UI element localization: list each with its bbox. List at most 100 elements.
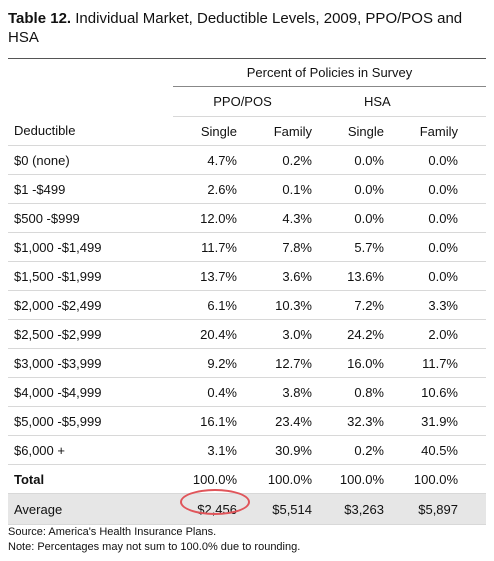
row-label: $2,000 -$2,499 [8,290,173,320]
data-table: Percent of Policies in Survey PPO/POS HS… [8,58,486,525]
cell: 2.6% [173,174,237,204]
group-header: HSA [312,86,486,117]
row-label: Deductible [8,116,173,146]
spacer [458,290,486,320]
cell: 0.1% [237,174,312,204]
note: Source: America's Health Insurance Plans… [8,526,217,538]
table-row: $1,500 -$1,999 13.7% 3.6% 13.6% 0.0% [8,261,486,291]
row-label: $0 (none) [8,145,173,175]
cell: 13.6% [312,261,384,291]
cell: Family [237,116,312,146]
cell: 0.2% [237,145,312,175]
notes: Source: America's Health Insurance Plans… [8,525,300,555]
row-label: $1,000 -$1,499 [8,232,173,262]
cell: 32.3% [312,406,384,436]
cell: 7.2% [312,290,384,320]
row-label: $3,000 -$3,999 [8,348,173,378]
table-number: Table 12. [8,10,72,27]
cell: 4.7% [173,145,237,175]
spacer [458,261,486,291]
cell: $3,263 [312,493,384,525]
cell: 9.2% [173,348,237,378]
cell: 13.7% [173,261,237,291]
table-row: $1,000 -$1,499 11.7% 7.8% 5.7% 0.0% [8,232,486,262]
cell: 0.0% [384,261,458,291]
cell: 3.3% [384,290,458,320]
spacer [458,493,486,525]
spacer [458,232,486,262]
table-body: Percent of Policies in Survey PPO/POS HS… [8,58,486,525]
cell: 16.0% [312,348,384,378]
cell: 0.0% [384,203,458,233]
cell: 7.8% [237,232,312,262]
cell: 30.9% [237,435,312,465]
cell: 5.7% [312,232,384,262]
row-label: $4,000 -$4,999 [8,377,173,407]
cell: 3.8% [237,377,312,407]
cell: 23.4% [237,406,312,436]
cell: 3.6% [237,261,312,291]
cell: 0.0% [384,232,458,262]
table-row: $6,000 +3.1% 30.9% 0.2% 40.5% [8,435,486,465]
spacer [458,203,486,233]
cell: 4.3% [237,203,312,233]
table-row: Deductible Single Family Single Family [8,116,486,146]
table-row: $2,500 -$2,999 20.4% 3.0% 24.2% 2.0% [8,319,486,349]
table-row: $1 -$499 2.6% 0.1% 0.0% 0.0% [8,174,486,204]
cell: 0.0% [312,203,384,233]
cell: $5,897 [384,493,458,525]
super-header: Percent of Policies in Survey [173,58,486,87]
cell: 3.0% [237,319,312,349]
cell: 11.7% [173,232,237,262]
row-label: $2,500 -$2,999 [8,319,173,349]
cell: 20.4% [173,319,237,349]
row-label: $500 -$999 [8,203,173,233]
row-label: Average [8,493,173,525]
spacer [458,145,486,175]
cell: Single [173,116,237,146]
spacer [458,116,486,146]
cell: 3.1% [173,435,237,465]
row-label: $6,000 + [8,435,173,465]
spacer [458,348,486,378]
cell: 0.8% [312,377,384,407]
super-header-row: Percent of Policies in Survey [8,58,486,87]
cell: 10.3% [237,290,312,320]
table-title: Table 12. Individual Market, Deductible … [8,9,478,47]
cell: 0.4% [173,377,237,407]
cell: 0.0% [312,174,384,204]
spacer [458,435,486,465]
table-row: $5,000 -$5,999 16.1% 23.4% 32.3% 31.9% [8,406,486,436]
cell: 2.0% [384,319,458,349]
highlight-ellipse [180,489,250,515]
spacer [458,319,486,349]
cell: 31.9% [384,406,458,436]
row-label: $5,000 -$5,999 [8,406,173,436]
cell: 12.0% [173,203,237,233]
cell: 0.0% [312,145,384,175]
table-row: Average $2,456 $5,514 $3,263 $5,897 [8,493,486,525]
row-label: $1 -$499 [8,174,173,204]
spacer [458,174,486,204]
cell: 100.0% [237,464,312,494]
cell: 11.7% [384,348,458,378]
spacer [458,464,486,494]
spacer [458,406,486,436]
table-row: $0 (none) 4.7% 0.2% 0.0% 0.0% [8,145,486,175]
cell: 0.0% [384,145,458,175]
cell: $5,514 [237,493,312,525]
table-row: $2,000 -$2,499 6.1% 10.3% 7.2% 3.3% [8,290,486,320]
cell: 40.5% [384,435,458,465]
group-header: PPO/POS [173,86,312,117]
cell: 0.0% [384,174,458,204]
row-label: $1,500 -$1,999 [8,261,173,291]
table-row: $4,000 -$4,999 0.4% 3.8% 0.8% 10.6% [8,377,486,407]
cell: 100.0% [312,464,384,494]
table-row: $3,000 -$3,999 9.2% 12.7% 16.0% 11.7% [8,348,486,378]
blank [8,87,173,117]
blank [8,59,173,87]
spacer [458,377,486,407]
cell: 12.7% [237,348,312,378]
cell: 24.2% [312,319,384,349]
